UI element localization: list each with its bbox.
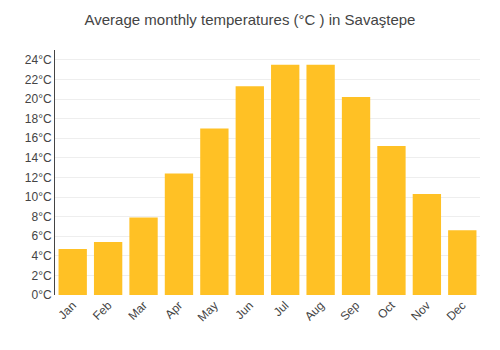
svg-text:Aug: Aug — [302, 298, 327, 323]
svg-text:24°C: 24°C — [25, 53, 52, 67]
svg-text:20°C: 20°C — [25, 92, 52, 106]
svg-text:Sep: Sep — [337, 298, 362, 323]
svg-text:Average monthly temperatures (: Average monthly temperatures (°C ) in Sa… — [85, 11, 416, 28]
svg-text:Oct: Oct — [375, 298, 399, 322]
svg-text:18°C: 18°C — [25, 112, 52, 126]
svg-text:14°C: 14°C — [25, 151, 52, 165]
svg-text:8°C: 8°C — [31, 210, 51, 224]
svg-text:Feb: Feb — [90, 298, 115, 323]
svg-text:Mar: Mar — [125, 298, 150, 323]
svg-text:6°C: 6°C — [31, 229, 51, 243]
svg-text:10°C: 10°C — [25, 190, 52, 204]
svg-text:16°C: 16°C — [25, 131, 52, 145]
svg-text:Nov: Nov — [408, 298, 433, 323]
svg-text:Apr: Apr — [162, 298, 185, 321]
svg-text:4°C: 4°C — [31, 249, 51, 263]
svg-text:Jun: Jun — [233, 298, 257, 322]
svg-text:Jan: Jan — [55, 298, 79, 322]
svg-text:Dec: Dec — [444, 298, 469, 323]
svg-text:22°C: 22°C — [25, 73, 52, 87]
svg-text:2°C: 2°C — [31, 269, 51, 283]
svg-text:12°C: 12°C — [25, 171, 52, 185]
svg-text:0°C: 0°C — [31, 288, 51, 302]
svg-text:Jul: Jul — [271, 298, 292, 319]
svg-text:May: May — [195, 298, 221, 324]
